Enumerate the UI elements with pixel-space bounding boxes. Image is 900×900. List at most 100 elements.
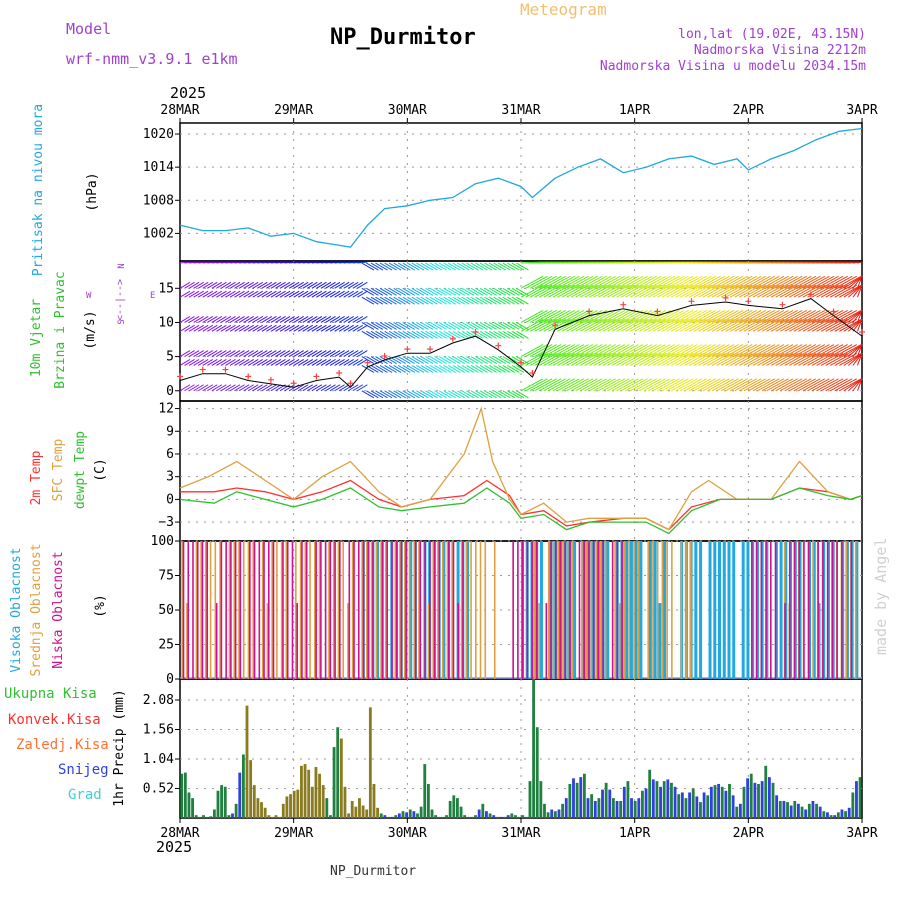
wind-barb bbox=[488, 390, 502, 399]
wind-barb bbox=[784, 378, 807, 392]
cloud-mid-bar bbox=[233, 541, 236, 679]
wind-barb bbox=[325, 324, 336, 332]
wind-barb bbox=[588, 318, 612, 332]
wind-barb bbox=[438, 365, 452, 373]
wind-barb bbox=[420, 356, 434, 365]
wind-barb bbox=[407, 356, 420, 365]
wind-barb bbox=[275, 359, 286, 366]
precip-bar bbox=[564, 798, 568, 818]
wind-barb bbox=[725, 353, 748, 366]
wind-barb bbox=[611, 275, 635, 289]
wind-barb bbox=[225, 281, 236, 289]
cloud-mid-bar bbox=[812, 541, 814, 679]
wind-barb bbox=[679, 344, 703, 358]
wind-barb bbox=[588, 353, 612, 366]
cloud-unit: (%) bbox=[93, 594, 108, 617]
cloud-mid-bar bbox=[656, 541, 659, 679]
wind-barb bbox=[575, 353, 598, 366]
wind-barb bbox=[620, 284, 644, 298]
wind-barb bbox=[516, 390, 529, 399]
wind-barb bbox=[811, 318, 835, 332]
cloud-low-bar bbox=[433, 541, 436, 679]
wind-barb bbox=[752, 318, 776, 332]
wind-barb bbox=[670, 318, 694, 332]
precip-bar bbox=[793, 800, 797, 818]
wind-barb bbox=[429, 296, 443, 305]
wind-barb bbox=[620, 344, 644, 358]
precip-bar bbox=[300, 765, 303, 818]
wind-barb bbox=[507, 322, 520, 330]
wind-barb bbox=[698, 353, 721, 366]
x-tick-top: 1APR bbox=[619, 103, 650, 118]
cloud-high-bar bbox=[648, 541, 652, 679]
wind-barb bbox=[848, 318, 863, 332]
cloud-mid-bar bbox=[200, 541, 202, 679]
wind-barb bbox=[716, 275, 739, 289]
wind-barb bbox=[184, 324, 195, 332]
precip-bar bbox=[227, 815, 231, 818]
wind-barb bbox=[297, 324, 309, 332]
wind-barb bbox=[625, 284, 648, 298]
wind-barb bbox=[379, 296, 393, 305]
cloud-mid-bar bbox=[337, 541, 340, 679]
wind-barb bbox=[720, 344, 744, 358]
precip-bar bbox=[666, 779, 670, 818]
cloud-low-bar bbox=[249, 541, 251, 679]
x-tick-top: 29MAR bbox=[274, 103, 313, 118]
wind-barb bbox=[320, 324, 332, 332]
wind-barb bbox=[397, 390, 411, 399]
wind-barb bbox=[688, 310, 712, 323]
wind-barb bbox=[511, 330, 525, 339]
wind-barb bbox=[297, 316, 309, 323]
cloud-mid-bar bbox=[614, 541, 616, 679]
wind-barb bbox=[357, 359, 368, 366]
wind-barb bbox=[856, 344, 863, 357]
cloud-mid-bar bbox=[566, 541, 569, 679]
wind-barb bbox=[388, 330, 402, 339]
wind-barb bbox=[525, 344, 548, 358]
cloud-mid-bar bbox=[238, 541, 240, 679]
wind-barb bbox=[479, 262, 493, 271]
wind-barb bbox=[570, 344, 594, 358]
wind-barb bbox=[856, 285, 863, 298]
wind-gust-marker bbox=[313, 373, 320, 380]
wind-barb bbox=[534, 275, 557, 289]
cloud-low-bar bbox=[258, 541, 261, 679]
wind-barb bbox=[579, 353, 603, 366]
wind-barb bbox=[429, 287, 443, 296]
precip-bar bbox=[339, 738, 343, 818]
x-tick-bottom: 31MAR bbox=[501, 826, 540, 841]
cloud-low-bar bbox=[807, 541, 810, 679]
wind-barb bbox=[252, 324, 264, 332]
cloud-mid-bar bbox=[685, 541, 687, 679]
cloud-mid-bar bbox=[309, 541, 311, 679]
wind-barb bbox=[620, 318, 644, 332]
precip-bar bbox=[826, 812, 829, 818]
wind-barb bbox=[684, 318, 707, 332]
wind-barb bbox=[529, 310, 553, 323]
wind-barb bbox=[679, 275, 703, 289]
wind-barb bbox=[798, 310, 821, 323]
wind-barb bbox=[584, 284, 607, 298]
wind-barb bbox=[311, 281, 323, 289]
wind-barb bbox=[388, 390, 402, 399]
cloud-high-bar bbox=[713, 541, 717, 679]
wind-barb bbox=[297, 290, 309, 298]
wind-gust-marker bbox=[267, 376, 274, 383]
precip-bar bbox=[836, 812, 840, 818]
cloud-mid-bar bbox=[637, 541, 640, 679]
precip-bar bbox=[608, 789, 612, 818]
wind-barb bbox=[457, 390, 470, 399]
wind-barb bbox=[270, 350, 282, 358]
temperature-ytick-label: 6 bbox=[166, 447, 174, 462]
precip-bar bbox=[822, 811, 826, 818]
wind-barb bbox=[588, 275, 612, 289]
meteogram-subtitle: Meteogram bbox=[520, 0, 607, 19]
legend-hail: Grad bbox=[68, 787, 102, 803]
cloud-high-bar bbox=[694, 541, 698, 679]
wind-barb bbox=[525, 353, 548, 366]
wind-barb bbox=[270, 324, 282, 332]
wind-barb bbox=[807, 318, 830, 332]
wind-barb bbox=[757, 318, 780, 332]
wind-barb bbox=[748, 310, 771, 323]
